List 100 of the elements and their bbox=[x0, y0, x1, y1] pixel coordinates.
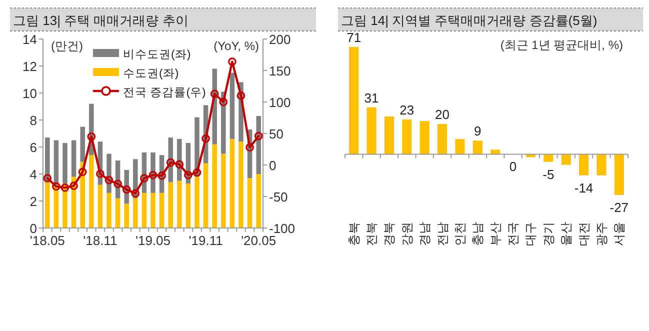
bar bbox=[142, 192, 147, 228]
bar bbox=[168, 182, 173, 228]
point bbox=[166, 158, 175, 167]
data-label: 9 bbox=[474, 124, 482, 139]
data-label: 31 bbox=[364, 90, 379, 106]
y-tick-label: 14 bbox=[22, 32, 37, 47]
y2-tick-label: -50 bbox=[269, 190, 288, 204]
bar bbox=[614, 154, 624, 195]
x-tick-label: 전북 bbox=[364, 222, 379, 246]
x-tick-label: '18.05 bbox=[30, 233, 65, 248]
bar bbox=[247, 178, 252, 228]
x-tick-label: 울산 bbox=[559, 222, 574, 246]
x-tick-label: 강원 bbox=[400, 222, 414, 246]
y-tick-label: 6 bbox=[30, 140, 37, 155]
bar bbox=[203, 163, 208, 228]
bar bbox=[212, 144, 217, 228]
point bbox=[131, 189, 140, 198]
bar bbox=[80, 126, 85, 162]
point bbox=[96, 170, 104, 178]
x-tick-label: 인천 bbox=[452, 222, 467, 246]
point bbox=[43, 174, 52, 182]
x-tick-label: 경기 bbox=[541, 222, 556, 246]
bar bbox=[230, 138, 235, 228]
point bbox=[60, 183, 70, 192]
data-label: 20 bbox=[435, 107, 450, 122]
x-tick-label: 대전 bbox=[576, 222, 591, 246]
y-axis-title: (만건) bbox=[51, 39, 83, 53]
point bbox=[114, 180, 122, 188]
point bbox=[228, 57, 236, 66]
bar bbox=[544, 154, 554, 162]
point bbox=[122, 185, 131, 194]
y2-tick-label: 50 bbox=[269, 126, 284, 142]
y-tick-label: 2 bbox=[30, 194, 37, 209]
point bbox=[210, 90, 219, 98]
bar bbox=[561, 154, 571, 165]
data-label: 23 bbox=[400, 102, 414, 118]
x-tick-label: '20.05 bbox=[241, 233, 276, 248]
point bbox=[236, 92, 246, 100]
x-tick-label: 충북 bbox=[346, 222, 361, 246]
y2-tick-label: -100 bbox=[269, 221, 296, 236]
bar bbox=[238, 142, 244, 228]
legend-label: 전국 증감률(우) bbox=[123, 87, 206, 99]
point bbox=[78, 168, 87, 176]
data-label: -27 bbox=[610, 200, 629, 215]
x-tick-label: 서울 bbox=[612, 222, 626, 246]
data-label: 71 bbox=[346, 30, 362, 45]
x-tick-label: 대구 bbox=[524, 222, 538, 246]
bar bbox=[150, 192, 156, 228]
point bbox=[192, 168, 202, 177]
x-tick-label: 부산 bbox=[488, 222, 502, 246]
y-tick-label: 12 bbox=[22, 59, 37, 74]
x-tick-label: 광주 bbox=[594, 222, 608, 246]
y-tick-label: 4 bbox=[30, 167, 37, 182]
bar bbox=[159, 192, 164, 228]
y-tick-label: 10 bbox=[22, 86, 37, 101]
point bbox=[158, 172, 166, 180]
x-tick-label: 전남 bbox=[435, 222, 450, 246]
point bbox=[104, 176, 114, 184]
y2-axis-title: (YoY, %) bbox=[214, 39, 259, 53]
y2-tick-label: 150 bbox=[269, 64, 291, 78]
point bbox=[148, 170, 158, 180]
data-label: 0 bbox=[509, 159, 517, 174]
bar bbox=[438, 124, 448, 154]
point bbox=[184, 170, 192, 180]
legend-label: 수도권(좌) bbox=[123, 68, 179, 80]
point bbox=[175, 160, 184, 169]
bar bbox=[366, 107, 376, 154]
bar bbox=[98, 184, 103, 228]
bar bbox=[124, 204, 129, 228]
bar bbox=[384, 116, 394, 154]
bar bbox=[106, 192, 112, 228]
bar bbox=[579, 154, 589, 176]
point bbox=[52, 182, 60, 191]
bar bbox=[115, 198, 120, 228]
legend-label: 비수도권(좌) bbox=[123, 49, 191, 61]
point bbox=[70, 182, 78, 190]
chart-title: 그림 14| 지역별 주택매매거래량 증감률(5월) bbox=[341, 13, 598, 28]
point bbox=[202, 134, 210, 143]
bar bbox=[133, 198, 138, 228]
bar bbox=[256, 116, 261, 174]
bar bbox=[472, 140, 482, 154]
bar bbox=[177, 180, 182, 228]
bar bbox=[71, 140, 76, 177]
y-tick-label: 8 bbox=[30, 113, 37, 128]
point bbox=[87, 132, 96, 141]
y-tick-label: 0 bbox=[30, 221, 37, 236]
y2-tick-label: 200 bbox=[269, 32, 291, 47]
bar bbox=[194, 176, 200, 228]
x-tick-label: 경남 bbox=[418, 222, 432, 246]
bar bbox=[54, 140, 59, 185]
bar bbox=[256, 174, 261, 228]
point bbox=[140, 174, 148, 182]
bar bbox=[221, 154, 226, 228]
data-label: -14 bbox=[574, 180, 594, 196]
x-tick-label: '18.11 bbox=[83, 233, 118, 248]
chart-title: 그림 13| 주택 매매거래량 추이 bbox=[13, 13, 188, 28]
y2-tick-label: 0 bbox=[269, 158, 276, 173]
bar bbox=[349, 47, 359, 154]
bar bbox=[420, 121, 430, 154]
bar bbox=[62, 142, 68, 184]
